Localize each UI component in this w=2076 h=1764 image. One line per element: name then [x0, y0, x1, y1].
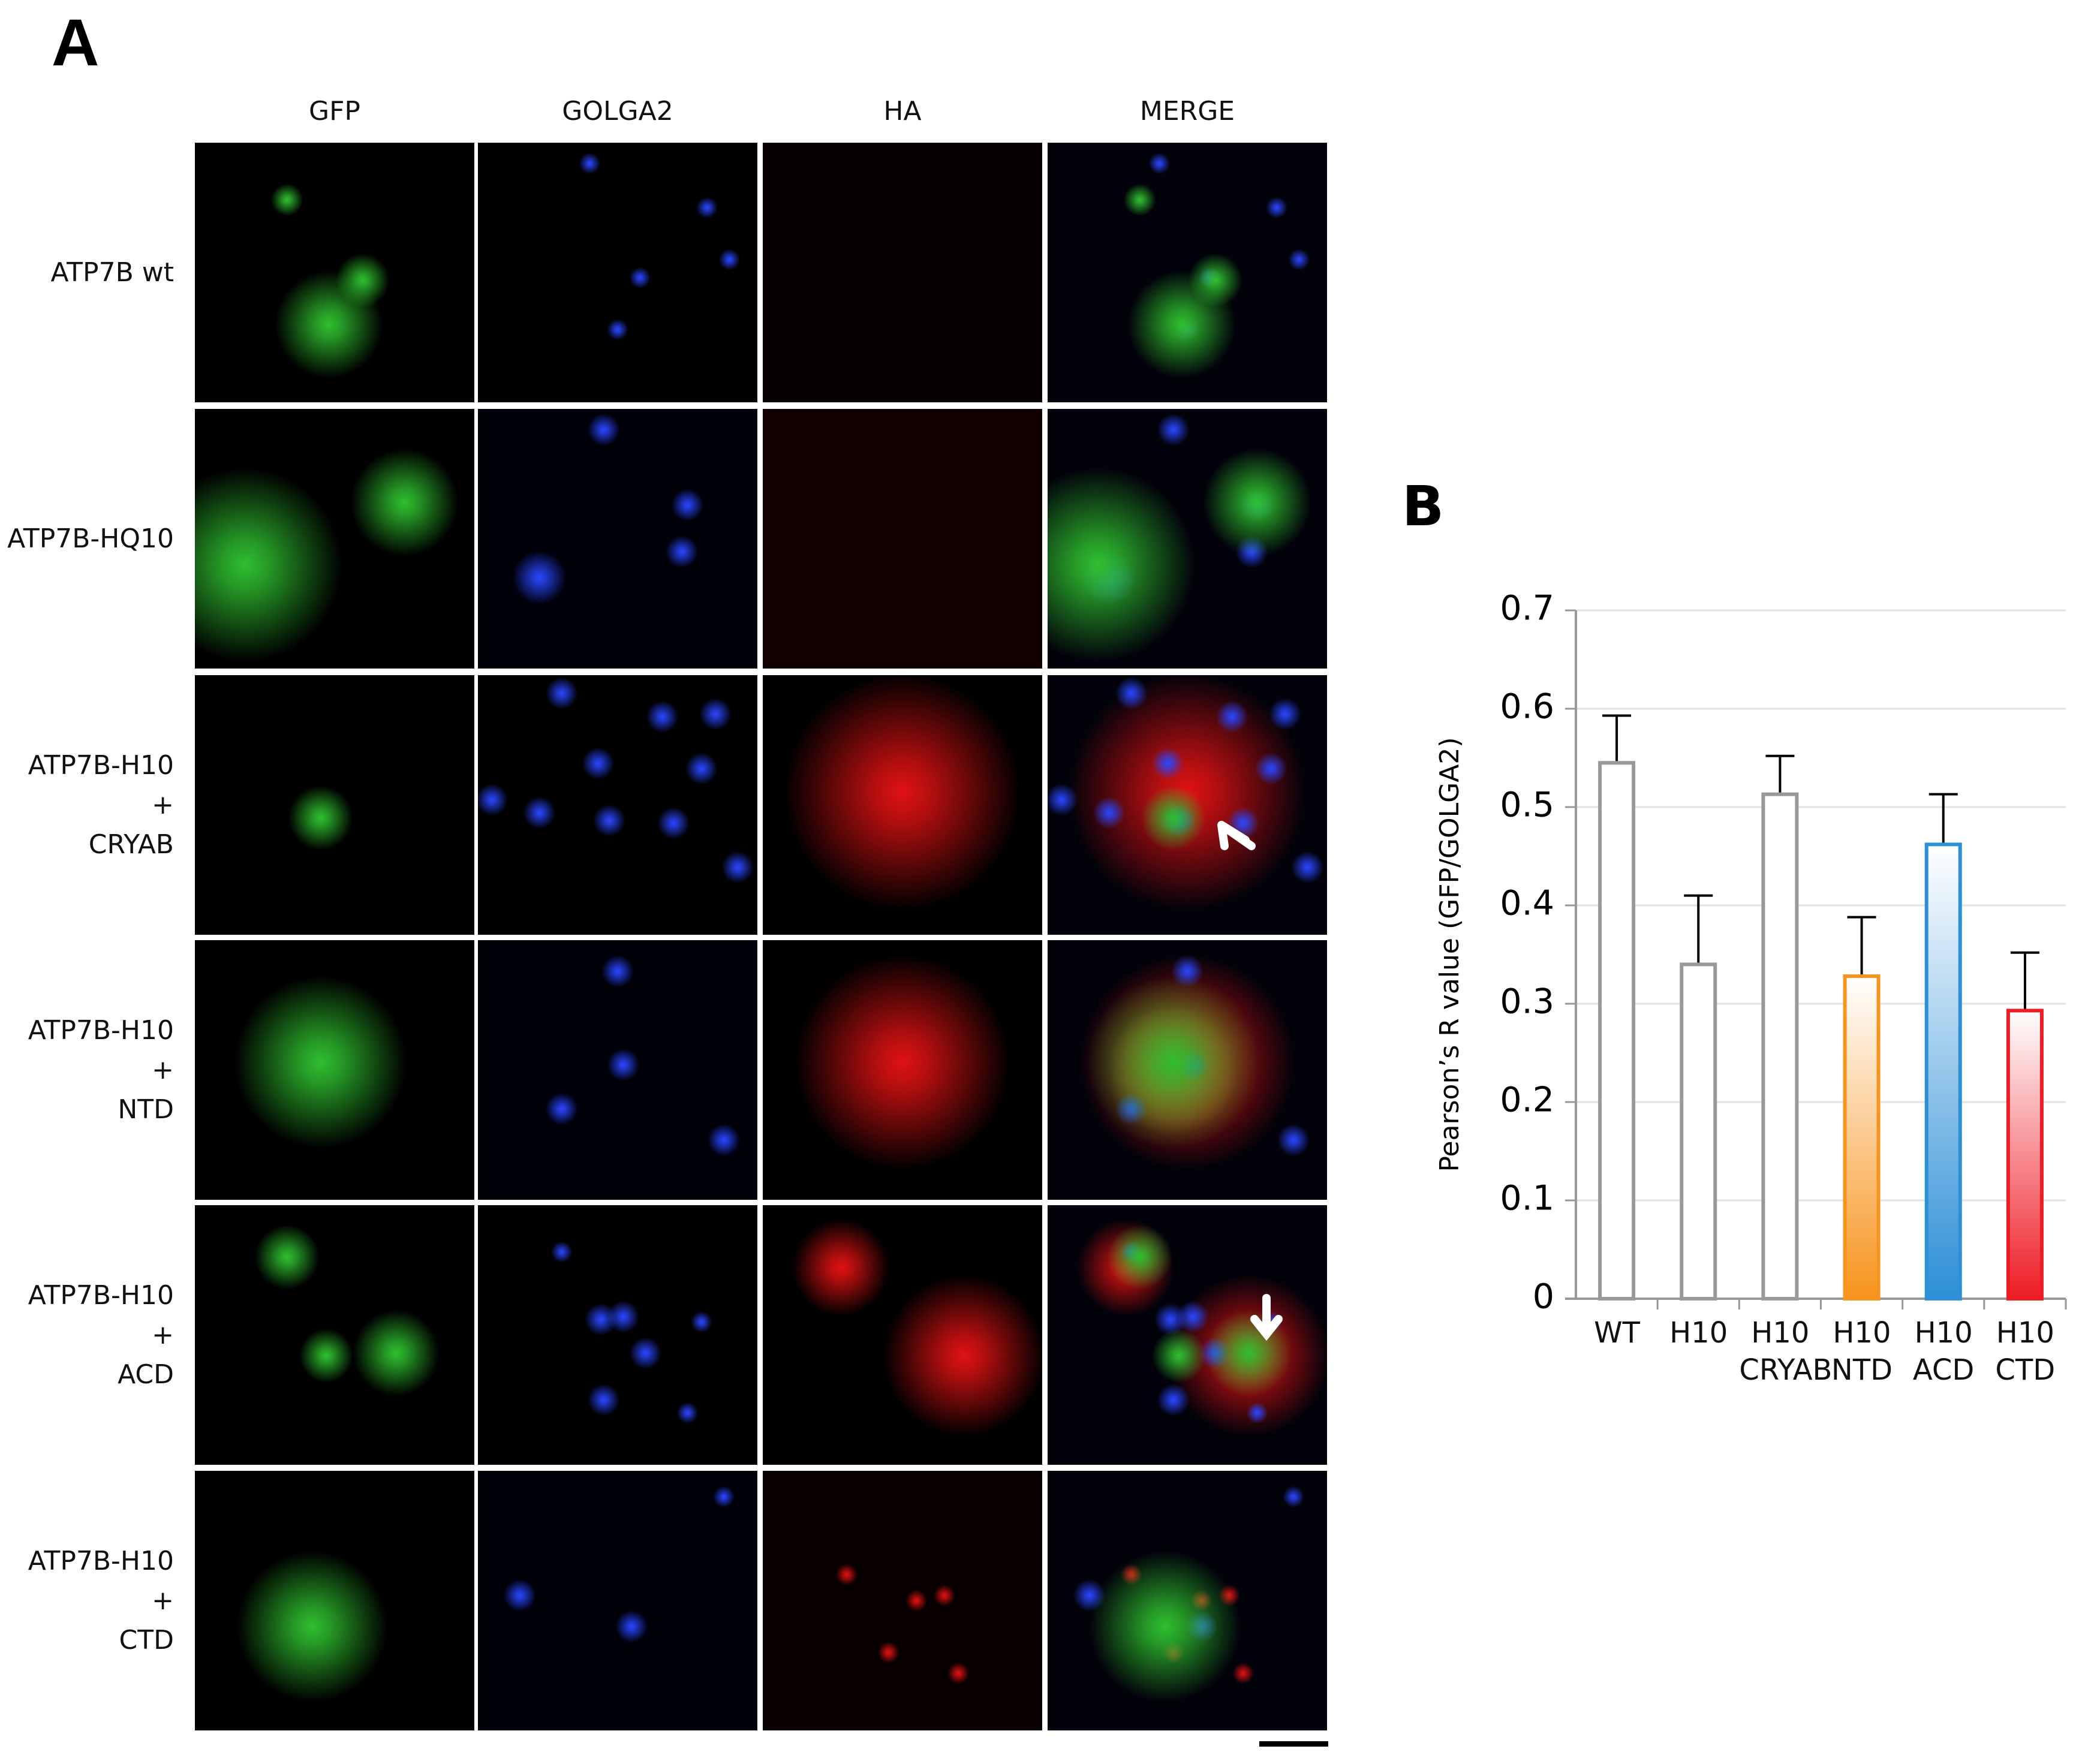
bar — [1924, 842, 1962, 1301]
micrograph — [1048, 1471, 1327, 1730]
row-label: ATP7B wt — [50, 257, 174, 288]
row-label: ATP7B-HQ10 — [7, 523, 174, 554]
bar — [2006, 1009, 2044, 1301]
micrograph — [1048, 409, 1327, 669]
y-tick-label: 0 — [1533, 1277, 1554, 1317]
micrograph — [763, 1471, 1042, 1730]
x-tick-label: H10 CTD — [1995, 1316, 2056, 1387]
row-label: ATP7B-H10 + CTD — [28, 1545, 174, 1655]
bar — [1598, 761, 1636, 1301]
row-label: ATP7B-H10 + CRYAB — [28, 749, 174, 860]
micrograph — [195, 409, 474, 669]
bar — [1843, 974, 1881, 1301]
micrograph — [478, 1471, 757, 1730]
micrograph — [1048, 1205, 1327, 1465]
micrograph — [763, 409, 1042, 669]
x-tick-label: WT — [1594, 1316, 1640, 1350]
micrograph — [195, 1471, 474, 1730]
arrow — [1217, 821, 1256, 850]
column-header: GFP — [309, 96, 360, 127]
micrograph — [763, 940, 1042, 1200]
y-tick-label: 0.4 — [1500, 884, 1554, 923]
micrograph — [195, 940, 474, 1200]
y-tick-label: 0.3 — [1500, 982, 1554, 1022]
column-header: MERGE — [1139, 96, 1235, 127]
panel-label: A — [52, 6, 100, 80]
arrow — [1250, 1294, 1283, 1341]
micrograph — [195, 1205, 474, 1465]
micrograph — [478, 675, 757, 935]
micrograph — [478, 143, 757, 402]
micrograph — [763, 143, 1042, 402]
y-tick-label: 0.1 — [1500, 1179, 1554, 1218]
bar — [1761, 792, 1799, 1301]
micrograph — [478, 1205, 757, 1465]
column-header: HA — [883, 96, 922, 127]
micrograph — [1048, 143, 1327, 402]
micrograph — [1048, 940, 1327, 1200]
scale-bar — [1259, 1741, 1328, 1747]
y-tick-label: 0.2 — [1500, 1080, 1554, 1120]
y-tick-label: 0.7 — [1500, 589, 1554, 628]
y-axis-label: Pearson’s R value (GFP/GOLGA2) — [1434, 737, 1465, 1172]
y-tick-label: 0.5 — [1500, 785, 1554, 825]
panel-label: B — [1402, 474, 1444, 538]
x-tick-label: H10 — [1669, 1316, 1728, 1350]
micrograph — [763, 675, 1042, 935]
micrograph — [195, 143, 474, 402]
x-tick-label: H10 NTD — [1831, 1316, 1893, 1387]
x-tick-label: H10 ACD — [1912, 1316, 1975, 1387]
row-label: ATP7B-H10 + ACD — [28, 1280, 174, 1390]
y-tick-label: 0.6 — [1500, 687, 1554, 727]
micrograph — [478, 940, 757, 1200]
micrograph — [478, 409, 757, 669]
micrograph — [763, 1205, 1042, 1465]
bar — [1680, 962, 1717, 1301]
x-tick-label: H10 CRYAB — [1739, 1316, 1833, 1387]
row-label: ATP7B-H10 + NTD — [28, 1015, 174, 1125]
column-header: GOLGA2 — [562, 96, 673, 127]
panel-a: A GFP GOLGA2 HA MERGE ATP7B wt ATP7B-HQ10 ATP7… — [7, 6, 1328, 1747]
micrograph — [195, 675, 474, 935]
micrograph — [1048, 675, 1327, 935]
